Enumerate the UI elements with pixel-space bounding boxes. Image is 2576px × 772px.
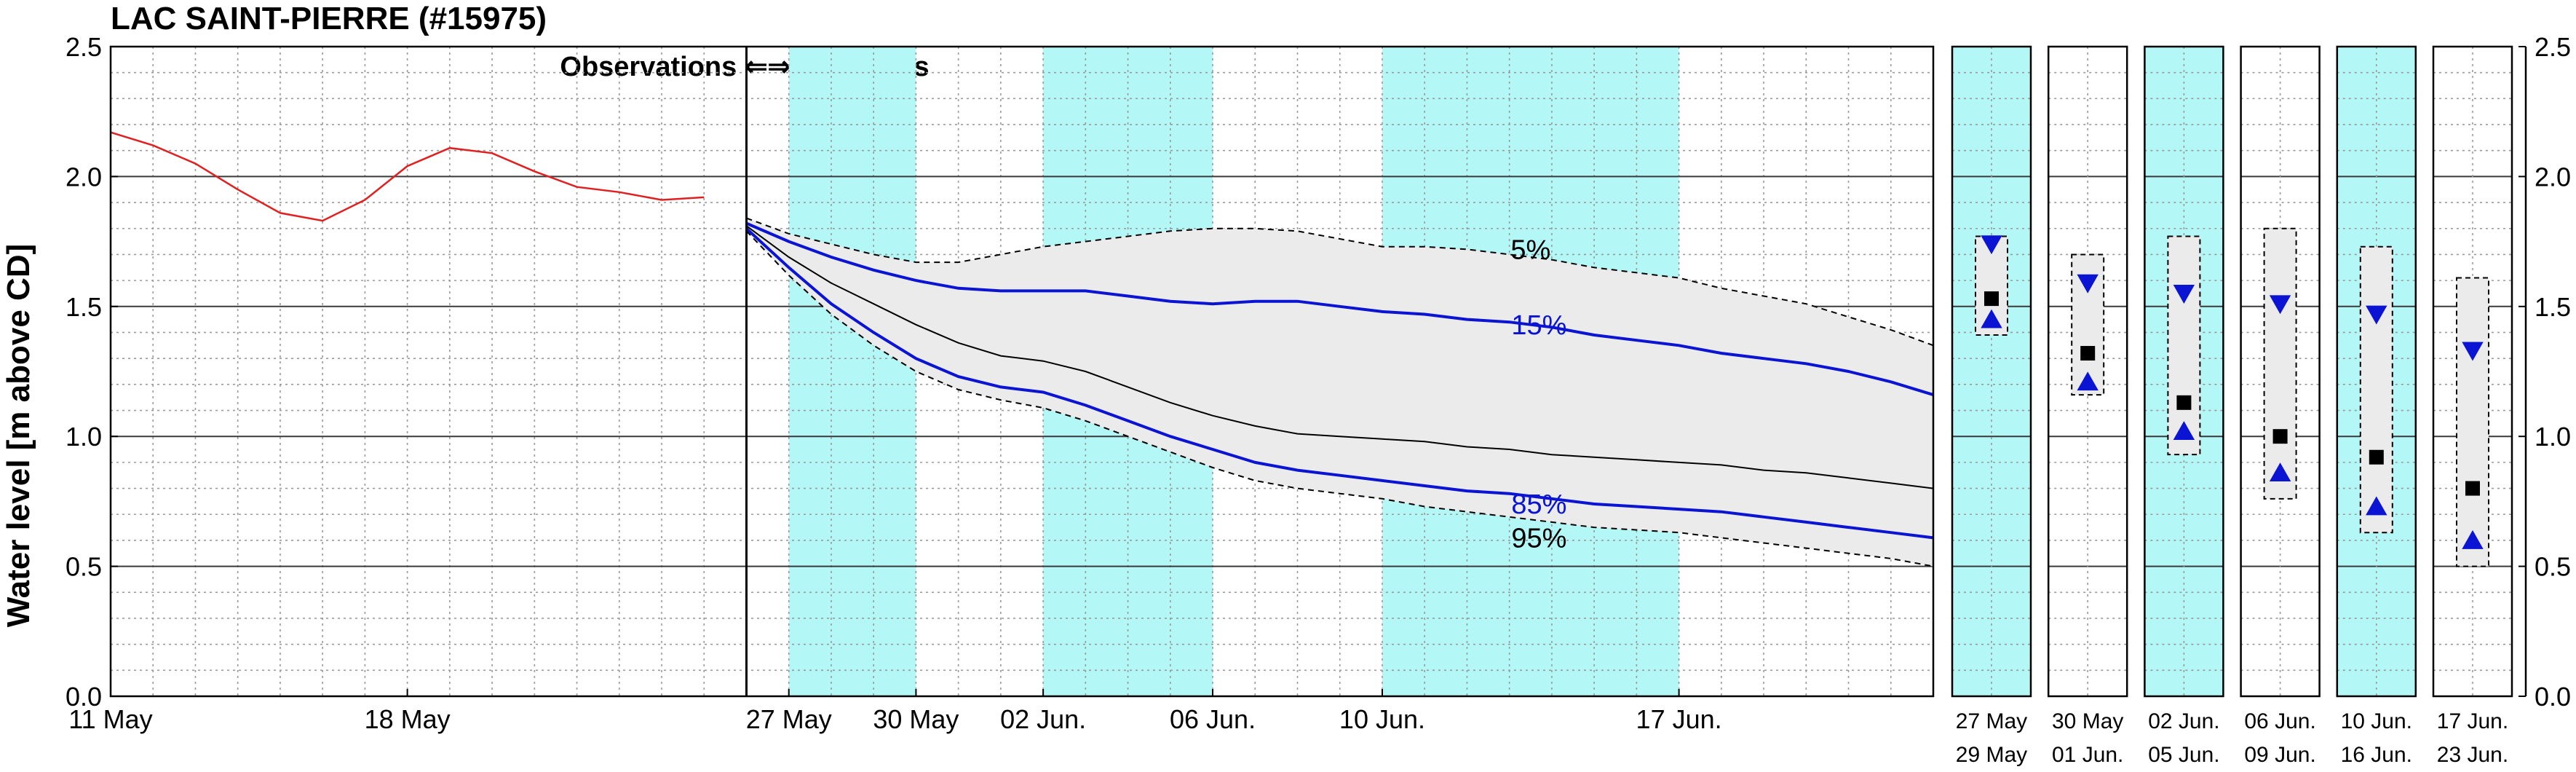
y-tick-label-right: 1.5 [2535,292,2571,322]
panel-marker-mean [2272,429,2288,444]
weekly-panel-frame [2432,45,2513,698]
y-tick-label-left: 0.5 [66,552,102,582]
series-line-15pct [745,221,1934,397]
panel-label-start: 17 Jun. [2437,709,2508,733]
y-tick-label-right: 0.5 [2535,552,2571,582]
weekly-panel-2: 02 Jun. 05 Jun. [2144,45,2224,767]
panel-label-start: 27 May [1956,709,2027,733]
curve-label-1: 15% [1511,310,1566,341]
panel-label-start: 10 Jun. [2341,709,2412,733]
panel-label-end: 29 May [1956,743,2027,767]
curve-label-3: 95% [1511,523,1566,554]
panel-marker-85pct [2077,371,2099,391]
panel-marker-85pct [2269,462,2291,482]
y-tick-label-left: 2.5 [66,32,102,62]
weekly-panel-0: 27 May 29 May [1951,45,2032,767]
plot-frame [109,45,1935,698]
x-tick-label: 18 May [365,704,451,734]
series-line-median [745,225,1934,489]
panel-marker-mean [2465,481,2480,496]
y-axis-label: Water level [m above CD] [1,244,36,628]
weekly-panel-1: 30 May 01 Jun. [2047,45,2128,767]
panel-label-start: 06 Jun. [2244,709,2315,733]
weekly-panel-3: 06 Jun. 09 Jun. [2240,45,2321,767]
chart-title: LAC SAINT-PIERRE (#15975) [111,1,547,36]
x-tick-label: 02 Jun. [1000,704,1086,734]
panel-label-start: 30 May [2052,709,2123,733]
shaded-period-0 [788,47,916,696]
weekly-panel-shade [1952,47,2031,696]
panel-range-box [2456,277,2489,567]
weekly-panel-frame [2240,45,2321,698]
panel-label-end: 16 Jun. [2341,743,2412,767]
x-tick-label: 10 Jun. [1339,704,1425,734]
y-tick-label-left: 1.5 [66,292,102,322]
weekly-panel-frame [2336,45,2417,698]
panel-range-box [2359,245,2393,534]
panel-marker-15pct [2366,305,2387,325]
x-tick-label: 27 May [746,704,832,734]
panel-label-end: 09 Jun. [2244,743,2315,767]
panel-range-box [2167,235,2201,456]
panel-label-end: 23 Jun. [2437,743,2508,767]
weekly-panel-4: 10 Jun. 16 Jun. [2336,45,2417,767]
panel-marker-mean [2080,346,2096,361]
y-tick-label-right: 2.5 [2535,32,2571,62]
x-tick-label: 17 Jun. [1636,704,1722,734]
weekly-panel-frame [2047,45,2128,698]
y-tick-label-left: 1.0 [66,422,102,452]
panel-marker-mean [2176,395,2192,410]
panel-marker-15pct [2173,285,2195,304]
panel-label-end: 05 Jun. [2148,743,2219,767]
x-tick-label: 11 May [68,704,152,734]
forecast-band [746,218,1933,567]
x-tick-label: 06 Jun. [1170,704,1256,734]
panel-marker-85pct [1981,309,2002,328]
weekly-panel-frame [1951,45,2032,698]
weekly-panel-5: 17 Jun. 23 Jun. [2432,45,2513,767]
panel-marker-85pct [2462,529,2484,549]
series-line-5pct [746,217,1934,347]
series-line-95pct [745,230,1934,567]
y-tick-label-left: 2.0 [66,162,102,192]
panel-marker-15pct [2077,274,2099,294]
main-plot: 5% 15% 85%95% 0.0 0.5 1.0 1.5 2.0 2.5 11 May 18 Ma… [66,32,1935,734]
curve-label-2: 85% [1511,489,1566,520]
panel-marker-85pct [2173,421,2195,440]
y-tick-label-left: 0.0 [66,682,102,712]
y-tick-label-right: 2.0 [2535,162,2571,192]
panel-marker-15pct [2462,342,2484,361]
panel-range-box [2263,227,2297,500]
panel-label-end: 01 Jun. [2052,743,2123,767]
panel-marker-mean [2369,449,2384,465]
curve-label-0: 5% [1510,235,1550,265]
x-tick-label: 30 May [873,704,959,734]
weekly-panel-frame [2144,45,2224,698]
panel-marker-15pct [2269,295,2291,315]
panel-marker-15pct [1981,235,2002,255]
panel-marker-mean [1984,291,1999,307]
series-line-85pct [745,227,1934,540]
y-tick-label-right: 1.0 [2535,422,2571,452]
observed-series-line [110,131,705,222]
panel-marker-85pct [2366,496,2387,516]
panel-label-start: 02 Jun. [2148,709,2219,733]
y-tick-label-right: 0.0 [2535,682,2571,712]
